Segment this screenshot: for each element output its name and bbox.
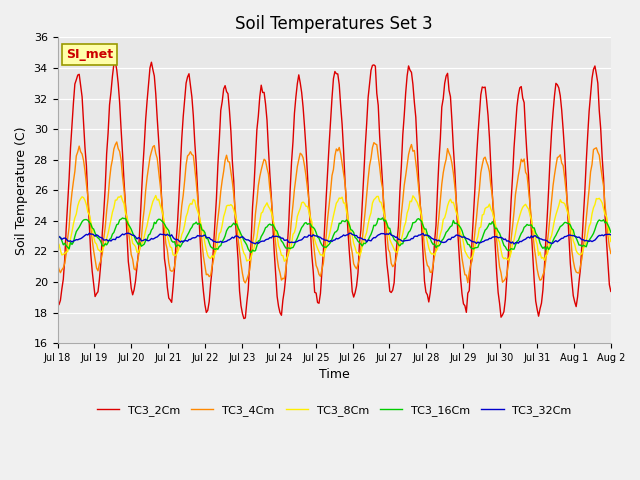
Line: TC3_8Cm: TC3_8Cm <box>58 195 611 261</box>
TC3_2Cm <box>607 288 614 294</box>
TC3_16Cm <box>607 229 614 235</box>
TC3_8Cm <box>152 192 159 198</box>
TC3_32Cm <box>449 235 457 240</box>
TC3_2Cm <box>111 59 119 65</box>
TC3_2Cm <box>72 77 80 83</box>
TC3_4Cm <box>72 153 80 159</box>
Line: TC3_16Cm: TC3_16Cm <box>58 218 611 252</box>
TC3_8Cm <box>54 240 61 246</box>
Line: TC3_32Cm: TC3_32Cm <box>58 233 611 244</box>
TC3_4Cm <box>241 280 249 286</box>
TC3_2Cm <box>533 306 541 312</box>
TC3_8Cm <box>72 211 80 217</box>
TC3_2Cm <box>54 295 61 301</box>
TC3_32Cm <box>607 232 614 238</box>
TC3_4Cm <box>54 261 61 267</box>
Line: TC3_2Cm: TC3_2Cm <box>58 62 611 319</box>
TC3_4Cm <box>605 244 613 250</box>
TC3_16Cm <box>90 226 97 232</box>
TC3_16Cm <box>533 232 541 238</box>
TC3_2Cm <box>240 316 248 322</box>
TC3_2Cm <box>451 168 459 173</box>
TC3_8Cm <box>605 231 613 237</box>
TC3_32Cm <box>510 241 518 247</box>
TC3_32Cm <box>605 231 613 237</box>
TC3_8Cm <box>451 204 459 210</box>
X-axis label: Time: Time <box>319 369 349 382</box>
Text: SI_met: SI_met <box>66 48 113 61</box>
TC3_2Cm <box>341 179 349 184</box>
TC3_32Cm <box>386 230 394 236</box>
TC3_32Cm <box>339 233 346 239</box>
TC3_16Cm <box>247 250 255 255</box>
Line: TC3_4Cm: TC3_4Cm <box>58 142 611 283</box>
TC3_16Cm <box>54 231 61 237</box>
TC3_8Cm <box>607 239 614 244</box>
TC3_16Cm <box>72 228 80 234</box>
TC3_8Cm <box>341 200 349 206</box>
TC3_2Cm <box>90 281 97 287</box>
TC3_8Cm <box>90 234 97 240</box>
TC3_16Cm <box>379 215 387 221</box>
TC3_4Cm <box>451 183 459 189</box>
TC3_32Cm <box>54 232 61 238</box>
TC3_4Cm <box>90 248 97 253</box>
TC3_16Cm <box>451 221 459 227</box>
TC3_4Cm <box>607 251 614 256</box>
TC3_4Cm <box>533 266 541 272</box>
TC3_2Cm <box>605 282 613 288</box>
Title: Soil Temperatures Set 3: Soil Temperatures Set 3 <box>236 15 433 33</box>
TC3_16Cm <box>340 218 348 224</box>
TC3_16Cm <box>605 225 613 231</box>
TC3_8Cm <box>280 258 288 264</box>
TC3_32Cm <box>72 237 80 242</box>
TC3_32Cm <box>533 235 541 240</box>
Y-axis label: Soil Temperature (C): Soil Temperature (C) <box>15 126 28 254</box>
Legend: TC3_2Cm, TC3_4Cm, TC3_8Cm, TC3_16Cm, TC3_32Cm: TC3_2Cm, TC3_4Cm, TC3_8Cm, TC3_16Cm, TC3… <box>92 401 576 420</box>
TC3_32Cm <box>90 232 97 238</box>
TC3_4Cm <box>341 180 349 186</box>
TC3_8Cm <box>533 241 541 247</box>
TC3_4Cm <box>113 139 120 145</box>
